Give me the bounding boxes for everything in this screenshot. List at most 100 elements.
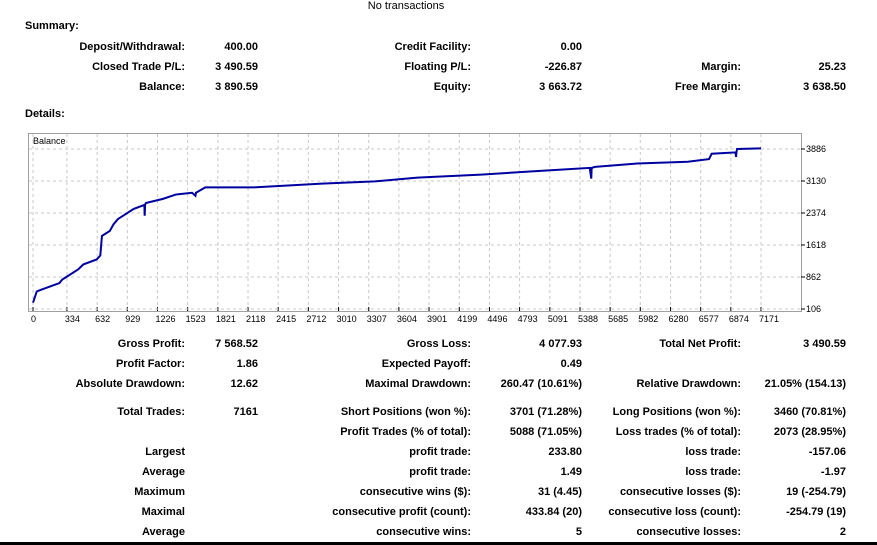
stat-label: profit trade:: [409, 446, 471, 458]
stat-value: 7161: [233, 406, 258, 418]
x-tick-label: 1821: [216, 314, 236, 324]
stat-label: Average: [141, 526, 185, 538]
stat-value: 4 077.93: [539, 338, 582, 350]
stat-value: 3 490.59: [803, 338, 846, 350]
stat-value: 233.80: [548, 446, 582, 458]
y-tick-label: 2374: [806, 208, 826, 218]
x-tick-label: 1226: [155, 314, 175, 324]
y-tick-label: 3130: [806, 176, 826, 186]
stat-value: 19 (-254.79): [786, 486, 846, 498]
stat-value: -157.06: [808, 446, 846, 458]
stat-label: Average: [141, 466, 185, 478]
x-tick-label: 1523: [186, 314, 206, 324]
stat-label: Largest: [145, 446, 185, 458]
balance-chart-svg: 0 334 632 929 1226 1523 1821 2118 2415 2712 3010 33…: [29, 134, 826, 324]
stat-label: Gross Loss:: [406, 338, 471, 350]
stat-value: 0.00: [560, 41, 582, 53]
stat-label: Free Margin:: [674, 81, 741, 93]
stat-label: consecutive loss (count):: [608, 506, 741, 518]
x-tick-label: 4793: [518, 314, 538, 324]
stat-label: Maximal: [141, 506, 185, 518]
y-tick-label: 862: [806, 272, 821, 282]
x-tick-label: 2712: [306, 314, 326, 324]
stat-label: consecutive wins ($):: [359, 486, 471, 498]
stat-value: 1.86: [236, 358, 258, 370]
x-tick-label: 632: [95, 314, 110, 324]
stat-value: 7 568.52: [215, 338, 258, 350]
stat-label: Floating P/L:: [404, 61, 471, 73]
x-tick-label: 0: [31, 314, 36, 324]
balance-chart: 0 334 632 929 1226 1523 1821 2118 2415 2712 3010 33…: [28, 133, 826, 324]
stat-value: 3 638.50: [803, 81, 846, 93]
stat-value: -254.79 (19): [786, 506, 846, 518]
stat-label: consecutive losses:: [636, 526, 741, 538]
stat-label: Absolute Drawdown:: [75, 378, 185, 390]
x-tick-label: 2118: [246, 314, 265, 324]
bottom-divider: [0, 542, 877, 545]
y-tick-label: 106: [806, 304, 821, 314]
stat-value: 3701 (71.28%): [509, 406, 582, 418]
stat-label: Equity:: [433, 81, 471, 93]
x-tick-label: 6280: [669, 314, 689, 324]
x-tick-label: 5982: [638, 314, 658, 324]
stat-value: 260.47 (10.61%): [500, 378, 582, 390]
stat-value: 5088 (71.05%): [509, 426, 582, 438]
x-tick-label: 6874: [729, 314, 749, 324]
x-tick-label: 5685: [608, 314, 628, 324]
stat-value: 433.84 (20): [525, 506, 582, 518]
y-tick-label: 1618: [806, 240, 826, 250]
stat-value: 5: [575, 526, 582, 538]
summary-heading: Summary:: [25, 20, 79, 32]
x-tick-label: 2415: [276, 314, 296, 324]
no-transactions-note: No transactions: [367, 0, 445, 12]
x-tick-label: 3604: [397, 314, 417, 324]
stat-label: loss trade:: [685, 446, 741, 458]
stat-value: 2073 (28.95%): [773, 426, 846, 438]
stat-label: Margin:: [701, 61, 741, 73]
stat-label: Long Positions (won %):: [612, 406, 741, 418]
x-tick-label: 4199: [457, 314, 477, 324]
stat-label: profit trade:: [409, 466, 471, 478]
stat-label: Loss trades (% of total):: [615, 426, 741, 438]
stat-label: Expected Payoff:: [381, 358, 471, 370]
stat-value: -1.97: [820, 466, 846, 478]
stat-label: Profit Trades (% of total):: [340, 426, 471, 438]
chart-title: Balance: [33, 136, 66, 146]
balance-line: [32, 147, 762, 304]
stat-label: Total Net Profit:: [659, 338, 741, 350]
x-tick-label: 3010: [337, 314, 357, 324]
stat-value: 400.00: [224, 41, 258, 53]
x-tick-label: 5388: [578, 314, 598, 324]
x-tick-label: 929: [125, 314, 140, 324]
stat-value: 25.23: [818, 61, 846, 73]
stat-value: 3 663.72: [539, 81, 582, 93]
stat-label: consecutive profit (count):: [332, 506, 471, 518]
stat-label: Balance:: [139, 81, 185, 93]
stat-label: Deposit/Withdrawal:: [79, 41, 185, 53]
stat-label: Maximal Drawdown:: [365, 378, 471, 390]
y-tick-label: 3886: [806, 144, 826, 154]
x-tick-label: 334: [65, 314, 80, 324]
x-tick-label: 7171: [759, 314, 779, 324]
stat-value: 3 490.59: [215, 61, 258, 73]
stat-label: Credit Facility:: [394, 41, 471, 53]
stat-label: Relative Drawdown:: [636, 378, 741, 390]
x-tick-label: 5091: [548, 314, 568, 324]
stat-label: consecutive losses ($):: [619, 486, 741, 498]
stat-label: Profit Factor:: [115, 358, 185, 370]
stat-value: 3460 (70.81%): [773, 406, 846, 418]
stat-value: 31 (4.45): [537, 486, 582, 498]
stat-value: 12.62: [230, 378, 258, 390]
stat-value: 0.49: [560, 358, 582, 370]
stat-label: loss trade:: [685, 466, 741, 478]
stat-label: Total Trades:: [117, 406, 185, 418]
stat-value: 3 890.59: [215, 81, 258, 93]
stat-label: consecutive wins:: [376, 526, 471, 538]
stat-value: -226.87: [544, 61, 582, 73]
x-tick-label: 4496: [487, 314, 507, 324]
stat-value: 21.05% (154.13): [764, 378, 846, 390]
x-tick-label: 3307: [367, 314, 387, 324]
stat-label: Closed Trade P/L:: [92, 61, 185, 73]
details-heading: Details:: [25, 108, 65, 120]
stat-label: Maximum: [134, 486, 185, 498]
